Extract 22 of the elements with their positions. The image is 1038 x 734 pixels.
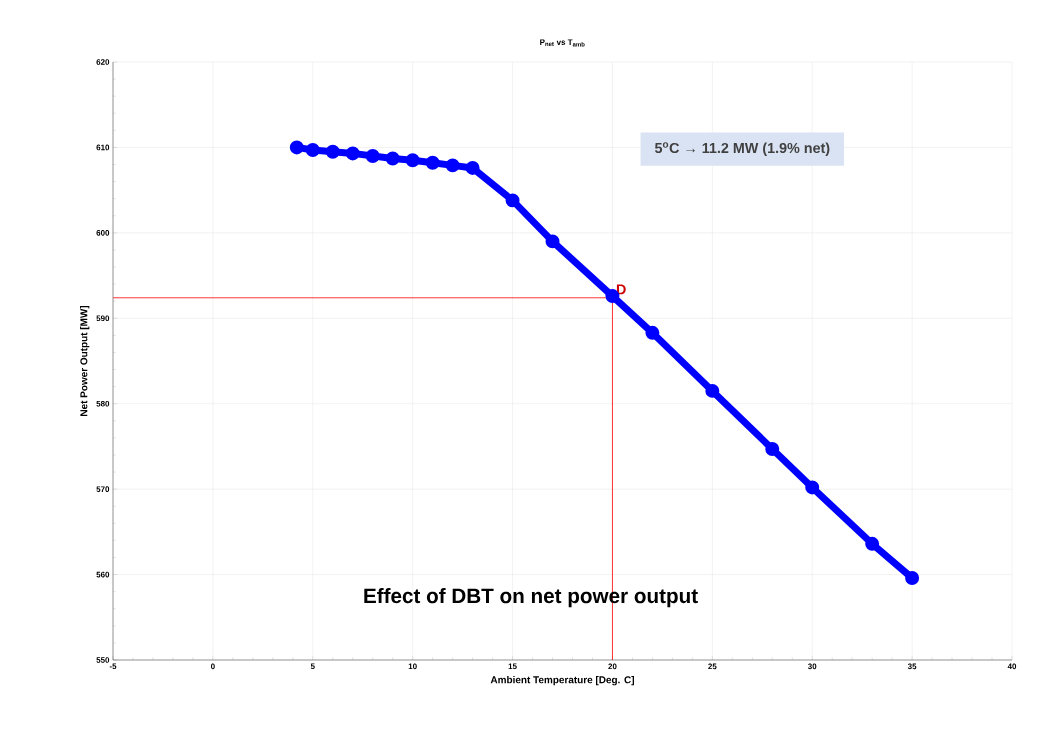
point xyxy=(345,146,360,161)
y-axis-title: Net Power Output [MW] xyxy=(80,305,90,416)
point xyxy=(325,144,340,159)
x-axis-title: Ambient Temperature [Deg. C] xyxy=(490,676,634,686)
point xyxy=(505,193,520,208)
point xyxy=(365,148,380,163)
point xyxy=(289,140,304,155)
point xyxy=(305,143,320,157)
point xyxy=(645,325,660,340)
point xyxy=(385,151,400,166)
point xyxy=(465,160,480,175)
point xyxy=(405,153,420,168)
annotation: 5$^{o}$C → 11.2 MW (1.9% net) xyxy=(654,142,830,156)
point xyxy=(545,234,560,249)
point xyxy=(905,571,920,585)
point xyxy=(805,480,820,495)
point xyxy=(765,442,780,456)
point xyxy=(425,155,440,170)
point xyxy=(445,158,460,173)
annotation: D xyxy=(616,284,626,295)
point xyxy=(705,383,720,398)
point xyxy=(865,536,880,551)
